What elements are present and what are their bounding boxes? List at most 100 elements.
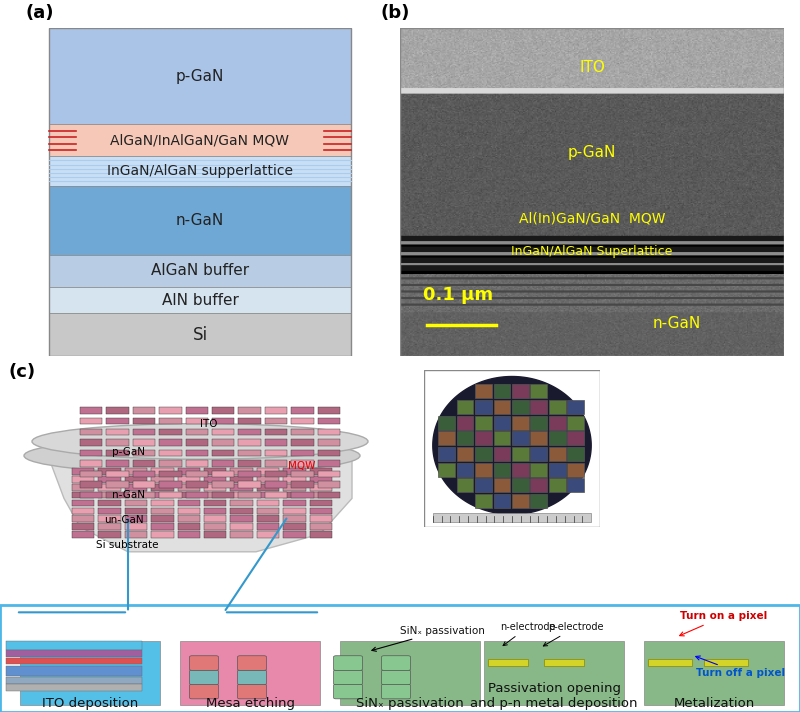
Text: n-GaN: n-GaN (176, 213, 224, 228)
Bar (125, 484, 147, 491)
Bar (257, 508, 279, 514)
Bar (72, 500, 94, 506)
Bar (178, 523, 200, 530)
Bar (318, 429, 340, 435)
Bar (438, 416, 454, 430)
Bar (238, 418, 261, 424)
Bar (125, 531, 147, 538)
Text: AlGaN/InAlGaN/GaN MQW: AlGaN/InAlGaN/GaN MQW (110, 133, 290, 147)
Bar (178, 468, 200, 475)
FancyBboxPatch shape (238, 684, 266, 699)
Bar (318, 481, 340, 488)
Bar (257, 468, 279, 475)
Text: InGaN/AlGaN Superlattice: InGaN/AlGaN Superlattice (511, 245, 673, 258)
Bar (457, 478, 474, 493)
Bar (72, 468, 94, 475)
Bar (283, 492, 306, 498)
Bar (133, 450, 155, 456)
Bar (530, 494, 547, 508)
Polygon shape (48, 456, 352, 552)
Bar (238, 481, 261, 488)
Bar (257, 476, 279, 483)
Bar (549, 447, 566, 461)
FancyBboxPatch shape (190, 656, 218, 671)
Bar (106, 460, 129, 466)
Bar (704, 659, 748, 666)
FancyBboxPatch shape (20, 641, 160, 705)
Bar (178, 492, 200, 498)
Bar (310, 515, 332, 522)
Text: Si: Si (193, 325, 207, 344)
FancyBboxPatch shape (49, 157, 351, 186)
Bar (494, 478, 510, 493)
Bar (133, 460, 155, 466)
Bar (310, 500, 332, 506)
Bar (283, 508, 306, 514)
Bar (283, 500, 306, 506)
Bar (512, 431, 529, 446)
Bar (494, 463, 510, 477)
Bar (238, 492, 261, 498)
Text: Si substrate: Si substrate (96, 540, 158, 550)
Bar (204, 484, 226, 491)
Bar (151, 476, 174, 483)
Bar (238, 429, 261, 435)
Bar (151, 523, 174, 530)
Bar (212, 471, 234, 477)
Bar (283, 531, 306, 538)
Bar (494, 384, 510, 399)
Text: Al(In)GaN/GaN  MQW: Al(In)GaN/GaN MQW (518, 211, 666, 226)
Text: (c): (c) (8, 363, 35, 381)
Bar (567, 431, 584, 446)
Bar (204, 500, 226, 506)
Bar (265, 407, 287, 414)
Bar (238, 439, 261, 446)
FancyBboxPatch shape (190, 684, 218, 699)
Bar (291, 460, 314, 466)
FancyBboxPatch shape (49, 125, 351, 157)
Bar (549, 463, 566, 477)
Bar (230, 500, 253, 506)
Bar (80, 481, 102, 488)
Bar (567, 400, 584, 414)
Bar (488, 659, 528, 666)
Bar (125, 468, 147, 475)
Bar (230, 531, 253, 538)
Bar (151, 500, 174, 506)
Text: Metalization: Metalization (674, 697, 754, 711)
Bar (80, 460, 102, 466)
Bar (494, 494, 510, 508)
Text: (b): (b) (381, 4, 410, 22)
Bar (125, 508, 147, 514)
Text: n-GaN: n-GaN (112, 490, 145, 500)
Bar (283, 515, 306, 522)
Bar (265, 429, 287, 435)
Bar (106, 450, 129, 456)
Bar (178, 484, 200, 491)
FancyBboxPatch shape (180, 641, 320, 705)
Bar (475, 416, 492, 430)
Bar (80, 439, 102, 446)
Bar (6, 677, 142, 684)
Bar (567, 478, 584, 493)
Bar (72, 508, 94, 514)
Bar (178, 531, 200, 538)
Bar (72, 531, 94, 538)
Bar (544, 659, 584, 666)
Bar (530, 400, 547, 414)
Bar (291, 439, 314, 446)
Bar (151, 468, 174, 475)
Bar (72, 523, 94, 530)
Bar (310, 523, 332, 530)
Bar (494, 416, 510, 430)
Bar (133, 492, 155, 498)
Bar (80, 471, 102, 477)
Bar (186, 450, 208, 456)
Bar (475, 431, 492, 446)
Bar (310, 484, 332, 491)
Bar (159, 407, 182, 414)
Bar (151, 531, 174, 538)
Bar (257, 500, 279, 506)
Bar (6, 641, 142, 649)
FancyBboxPatch shape (334, 684, 362, 699)
